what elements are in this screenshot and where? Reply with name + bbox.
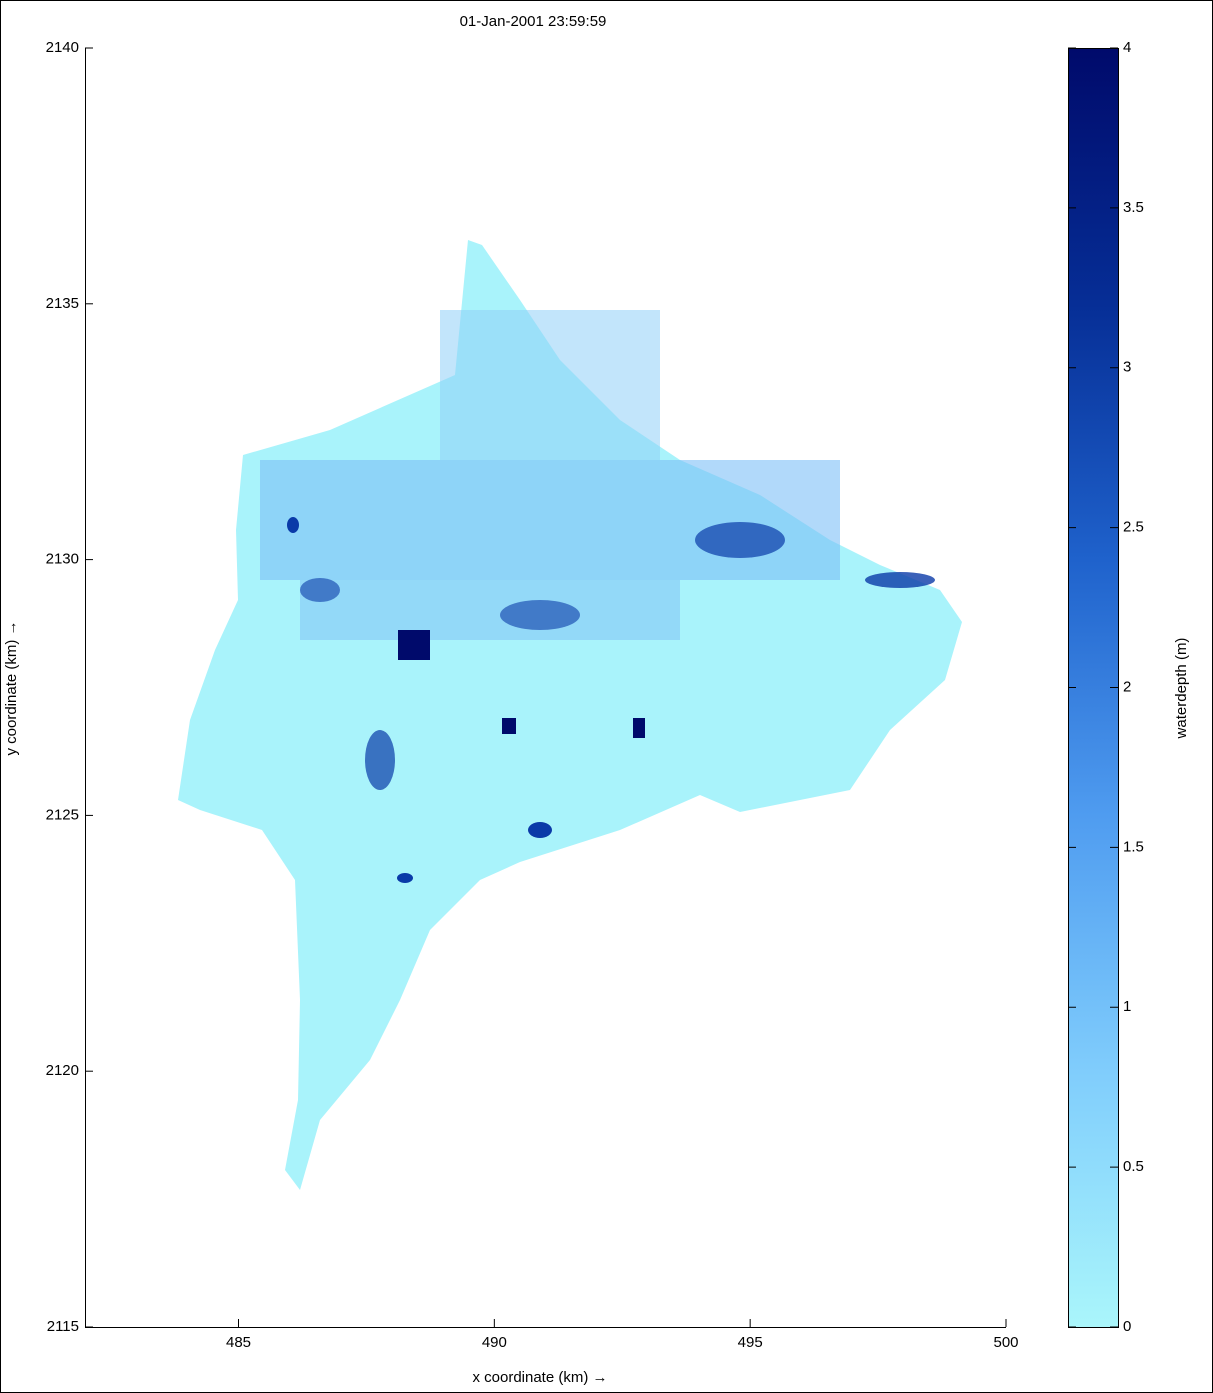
shallow-pools — [260, 310, 840, 640]
colorbar-tick-label: 1.5 — [1123, 838, 1144, 855]
colorbar-tick-label: 3.5 — [1123, 199, 1144, 216]
x-tick-label: 485 — [226, 1334, 251, 1351]
y-tick-label: 2135 — [46, 295, 79, 312]
colorbar-tick-label: 2 — [1123, 678, 1131, 695]
y-tick-label: 2120 — [46, 1062, 79, 1079]
colorbar-tick-label: 2.5 — [1123, 519, 1144, 536]
x-tick-label: 495 — [738, 1334, 763, 1351]
x-tick-label: 490 — [482, 1334, 507, 1351]
colorbar-label: waterdepth (m) — [1173, 638, 1190, 740]
x-axis-label: x coordinate (km) → — [472, 1369, 607, 1386]
colorbar-tick-label: 1 — [1123, 998, 1131, 1015]
y-tick-label: 2115 — [47, 1318, 79, 1335]
x-tick-label: 500 — [993, 1334, 1018, 1351]
colorbar-tick-label: 0 — [1123, 1318, 1131, 1335]
colorbar-tick-label: 0.5 — [1123, 1158, 1144, 1175]
y-tick-label: 2140 — [46, 39, 79, 56]
y-axis-label: y coordinate (km) → — [3, 620, 20, 755]
colorbar-tick-label: 4 — [1123, 39, 1131, 56]
colorbar-tick-label: 3 — [1123, 359, 1131, 376]
y-tick-label: 2125 — [46, 806, 79, 823]
chart-title: 01-Jan-2001 23:59:59 — [460, 13, 607, 30]
deep-spots — [287, 517, 935, 883]
water-area — [178, 240, 962, 1190]
y-tick-label: 2130 — [46, 551, 79, 568]
